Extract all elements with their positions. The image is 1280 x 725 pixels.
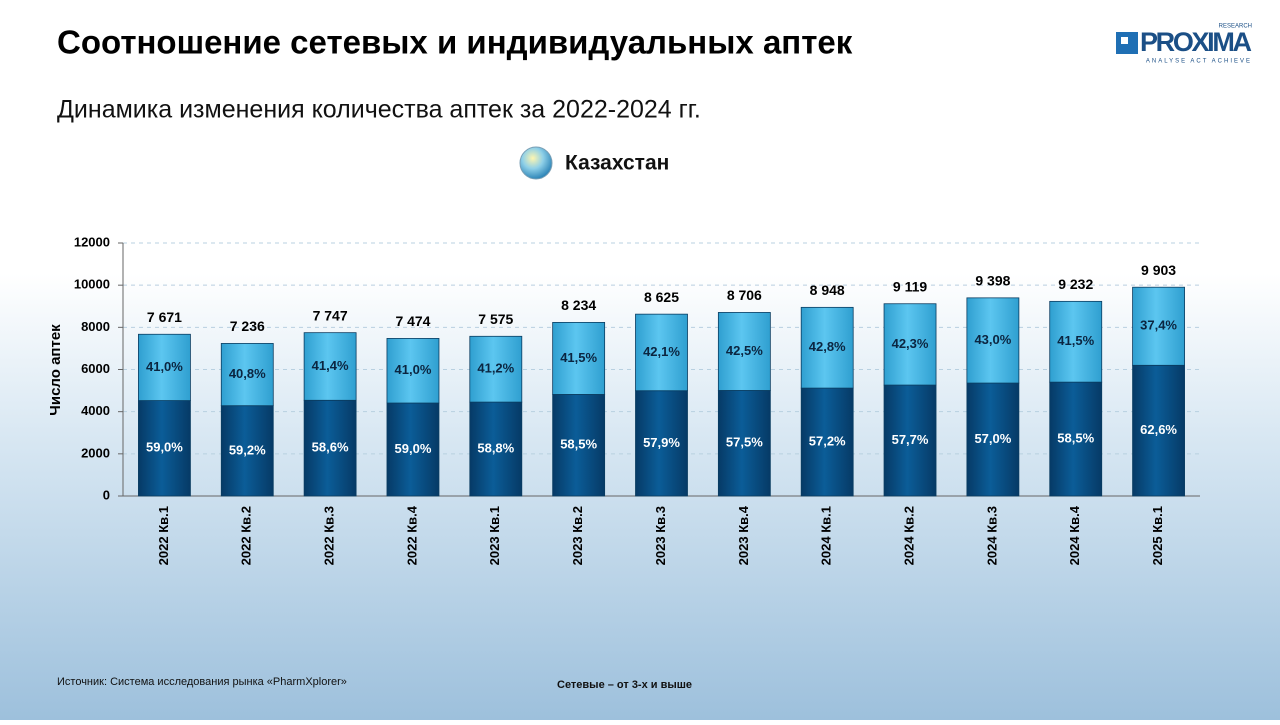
- bar-segment: [386, 402, 440, 497]
- bar-segment: [386, 338, 440, 404]
- logo-tag: RESEARCH: [1219, 24, 1252, 30]
- logo-name: PROXIMA: [1140, 27, 1252, 57]
- bar-segment: [966, 382, 1020, 497]
- y-tick-label: 2000: [81, 445, 110, 460]
- bar-segment: [635, 390, 688, 497]
- data-label: 59,0%: [146, 440, 183, 455]
- bar-segment: [635, 313, 688, 392]
- data-label: 59,2%: [229, 442, 266, 457]
- data-label: 40,8%: [229, 366, 266, 381]
- data-label: 58,5%: [560, 437, 597, 452]
- logo-mark-inner: [1121, 37, 1128, 44]
- bar-segment: [469, 335, 523, 403]
- data-label: 42,1%: [643, 344, 680, 359]
- data-label: 58,8%: [477, 440, 514, 455]
- x-tick-label: 2022 Кв.4: [404, 505, 419, 565]
- total-label: 7 671: [147, 309, 182, 325]
- globe-icon: [519, 146, 553, 180]
- region: Казахстан: [565, 152, 669, 175]
- bar-segment: [966, 297, 1020, 384]
- bar-segment: [552, 321, 606, 395]
- y-tick-label: 12000: [74, 234, 110, 249]
- total-label: 7 236: [230, 318, 265, 334]
- title: Соотношение сетевых и индивидуальных апт…: [57, 24, 853, 61]
- total-label: 9 232: [1058, 276, 1093, 292]
- data-label: 57,0%: [974, 431, 1011, 446]
- logo-motto: ANALYSE ACT ACHIEVE: [1146, 59, 1252, 65]
- y-axis-label: Число аптек: [47, 324, 64, 416]
- bar-segment: [138, 400, 191, 497]
- data-label: 37,4%: [1140, 318, 1177, 333]
- x-tick-label: 2024 Кв.2: [901, 506, 916, 565]
- bar-segment: [1049, 381, 1103, 497]
- x-tick-label: 2024 Кв.3: [984, 506, 999, 565]
- y-tick-label: 4000: [81, 403, 110, 418]
- x-tick-label: 2024 Кв.4: [1067, 505, 1082, 565]
- bar-segment: [800, 306, 854, 389]
- bar-segment: [469, 401, 523, 497]
- data-label: 57,2%: [809, 433, 846, 448]
- subtitle: Динамика изменения количества аптек за 2…: [57, 96, 701, 124]
- bar-segment: [220, 343, 274, 407]
- bar-segment: [303, 332, 357, 401]
- data-label: 41,5%: [560, 350, 597, 365]
- y-tick-label: 8000: [81, 319, 110, 334]
- data-label: 41,0%: [146, 359, 183, 374]
- bar-segment: [1132, 286, 1185, 366]
- x-tick-label: 2024 Кв.1: [819, 506, 834, 565]
- x-tick-label: 2023 Кв.3: [653, 506, 668, 565]
- bar-segment: [552, 394, 606, 497]
- data-label: 42,5%: [726, 343, 763, 358]
- data-label: 41,5%: [1057, 333, 1094, 348]
- bar-segment: [883, 384, 937, 497]
- bar-segment: [220, 405, 274, 497]
- data-label: 42,8%: [809, 339, 846, 354]
- total-label: 7 747: [313, 307, 348, 323]
- total-label: 8 625: [644, 289, 679, 305]
- total-label: 9 398: [975, 273, 1010, 289]
- total-label: 8 948: [810, 282, 845, 298]
- y-tick-label: 6000: [81, 361, 110, 376]
- bar-segment: [1049, 300, 1103, 383]
- total-label: 7 575: [478, 311, 513, 327]
- data-label: 58,6%: [312, 440, 349, 455]
- x-tick-label: 2025 Кв.1: [1150, 506, 1165, 565]
- data-label: 58,5%: [1057, 431, 1094, 446]
- data-label: 59,0%: [395, 441, 432, 456]
- bar-segment: [138, 333, 191, 401]
- total-label: 9 903: [1141, 262, 1176, 278]
- x-tick-label: 2023 Кв.1: [487, 506, 502, 565]
- y-tick-label: 10000: [74, 277, 110, 292]
- data-label: 41,0%: [395, 362, 432, 377]
- x-tick-label: 2023 Кв.2: [570, 506, 585, 565]
- data-label: 57,7%: [892, 432, 929, 447]
- total-label: 7 474: [395, 313, 430, 329]
- x-tick-label: 2022 Кв.3: [322, 506, 337, 565]
- y-tick-label: 0: [103, 487, 110, 502]
- footnote: Сетевые – от 3-х и выше: [557, 679, 692, 691]
- total-label: 8 234: [561, 297, 596, 313]
- bar-segment: [717, 390, 771, 497]
- total-label: 9 119: [893, 278, 927, 294]
- data-label: 57,5%: [726, 435, 763, 450]
- data-label: 41,2%: [477, 361, 514, 376]
- data-label: 42,3%: [892, 336, 929, 351]
- data-label: 57,9%: [643, 435, 680, 450]
- x-tick-label: 2022 Кв.2: [239, 506, 254, 565]
- data-label: 62,6%: [1140, 422, 1177, 437]
- bar-segment: [800, 387, 854, 497]
- x-tick-label: 2023 Кв.4: [736, 505, 751, 565]
- data-label: 41,4%: [312, 358, 349, 373]
- total-label: 8 706: [727, 287, 762, 303]
- source: Источник: Система исследования рынка «Ph…: [57, 676, 347, 688]
- bar-segment: [717, 312, 771, 391]
- x-tick-label: 2022 Кв.1: [156, 506, 171, 565]
- bar-segment: [1132, 364, 1185, 497]
- data-label: 43,0%: [974, 332, 1011, 347]
- bar-segment: [883, 303, 937, 386]
